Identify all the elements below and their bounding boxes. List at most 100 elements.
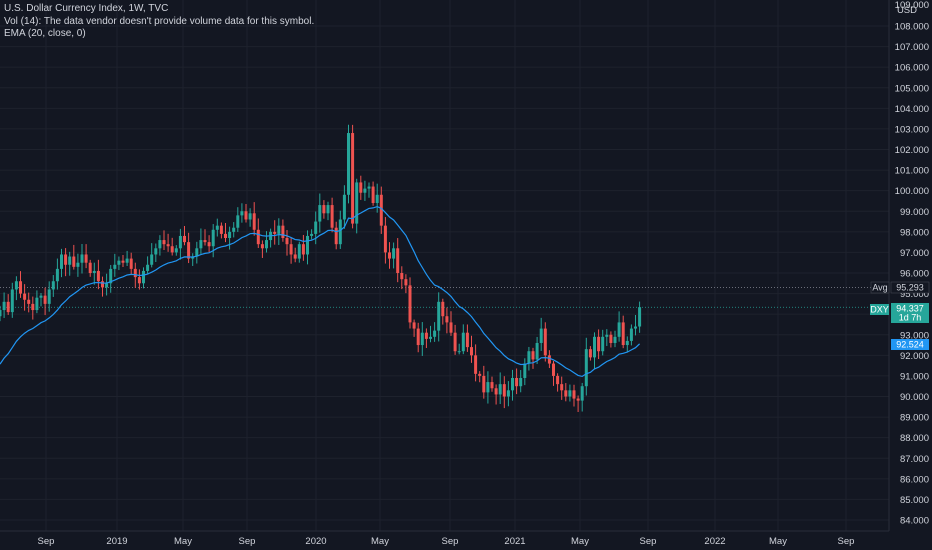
candle [502,376,506,409]
candle [371,181,375,206]
candle [252,202,256,236]
legend-volume-note[interactable]: Vol (14): The data vendor doesn't provid… [4,15,315,27]
candle-body-down [133,268,137,278]
grid-lines [0,0,889,531]
candle [285,230,289,256]
price-axis[interactable]: 109.000 USD 108.000 107.000 106.000 105.000… [888,0,932,531]
time-tick-label: May [371,536,389,547]
candle-body-up [506,390,510,397]
time-tick-label: 2022 [704,536,725,547]
candle [14,276,18,301]
candle [490,376,494,392]
candle-body-up [363,188,367,193]
candle [19,271,22,298]
candle-body-down [449,322,453,333]
candle-body-up [457,351,461,353]
candle [113,253,117,277]
candle-body-down [207,242,211,247]
avg-tag-value-box [890,281,930,294]
candle [539,317,543,351]
candle-body-up [51,281,55,290]
candle-body-down [244,211,248,220]
candle [588,346,592,361]
candle-body-up [240,211,244,216]
candle-body-down [19,281,22,294]
candle-body-up [310,233,314,236]
candle [527,346,531,371]
candle [638,301,642,333]
candle-body-down [621,322,625,346]
candle [351,124,355,229]
price-tick-label: 101.000 [895,166,929,177]
candle-body-down [490,382,494,389]
candle-body-up [2,301,6,311]
candle [547,350,551,369]
candle [408,277,412,329]
candle-body-down [23,293,27,300]
candle-body-down [470,347,473,356]
candle-body-down [289,244,293,255]
candle [92,262,96,285]
candle-body-up [605,334,609,337]
candle [154,243,158,263]
price-tick-label: 107.000 [895,42,929,53]
candle-body-up [60,254,63,269]
time-tick-label: Sep [442,536,459,547]
price-tick-label: 99.000 [900,207,929,218]
candle-body-up [0,310,2,317]
candle [240,203,244,223]
candle-body-down [219,225,223,234]
candle [519,370,523,393]
candle [109,264,113,293]
candle-body-up [318,205,322,222]
candle-body-up [109,268,113,284]
candle-body-up [519,377,523,387]
candle-body-up [199,240,203,249]
candle [187,232,191,264]
candle [433,322,437,342]
candle-body-up [113,264,117,269]
candle-body-up [314,221,318,234]
candle-body-down [330,205,334,228]
candle [355,178,359,234]
candle [55,258,59,290]
candle-body-up [461,332,465,352]
candle-body-down [129,258,133,269]
candle [531,347,535,369]
candle [183,225,186,246]
candle [445,307,449,334]
price-tick-label: 95.000 [900,289,929,300]
candle-body-down [351,133,355,224]
ema-tag-value: 92.524 [896,340,924,350]
candle-body-up [613,336,617,343]
candle [121,254,125,267]
candle [150,243,154,268]
candle [359,175,363,200]
time-tick-label: 2021 [504,536,525,547]
candle-body-down [252,213,256,230]
candle [273,220,277,245]
candle-body-up [568,390,572,397]
candle-body-down [301,244,305,255]
candle [2,292,6,318]
candle-body-down [183,235,186,243]
candle [219,222,223,239]
legend-title[interactable]: U.S. Dollar Currency Index, 1W, TVC [4,3,169,14]
candle-body-up [105,283,109,288]
time-axis[interactable]: Sep 2019 May Sep 2020 May Sep 2021 May Sep 2022 May… [0,530,889,547]
candle-body-down [281,225,285,239]
candle-body-up [527,351,531,364]
candle-body-up [420,332,424,346]
candle [535,336,539,365]
candle-body-down [334,227,338,245]
candle [568,384,572,402]
candle-body-down [609,334,613,343]
price-tick-label: 91.000 [900,371,929,382]
candle-body-down [187,242,191,259]
candle [511,369,514,401]
legend-ema[interactable]: EMA (20, close, 0) [4,28,86,39]
candle-body-up [76,262,80,267]
dxy-tag-label: DXY [870,305,889,315]
candle [72,244,76,270]
